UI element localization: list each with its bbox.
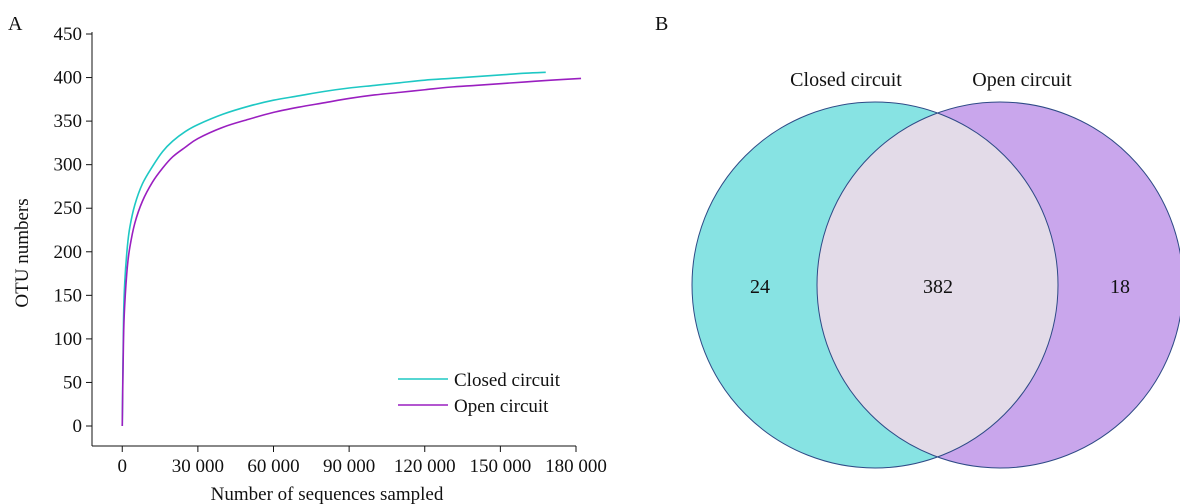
y-tick-label: 200 <box>54 242 83 263</box>
x-tick-label: 60 000 <box>247 456 299 477</box>
x-axis-label: Number of sequences sampled <box>211 484 444 504</box>
x-tick-label: 150 000 <box>470 456 532 477</box>
legend-label-closed-circuit: Closed circuit <box>454 370 561 391</box>
y-tick-label: 150 <box>54 285 83 306</box>
venn-count-closed-only: 24 <box>750 276 770 298</box>
y-tick-label: 250 <box>54 198 83 219</box>
y-tick-label: 100 <box>54 329 83 350</box>
x-tick-label: 30 000 <box>172 456 224 477</box>
y-tick-label: 450 <box>54 24 83 45</box>
venn-set-label-closed-circuit: Closed circuit <box>790 69 902 91</box>
x-tick-label: 120 000 <box>394 456 456 477</box>
y-tick-label: 400 <box>54 68 83 89</box>
y-axis-label: OTU numbers <box>12 198 33 307</box>
series-line-open-circuit <box>121 77 582 427</box>
x-tick-label: 90 000 <box>323 456 375 477</box>
y-tick-label: 300 <box>54 155 83 176</box>
venn-overlap-region <box>817 102 1058 468</box>
venn-count-shared: 382 <box>923 276 953 298</box>
rarefaction-chart: 0 50 100 150 200 250 300 350 400 450 0 30 000 60 00… <box>12 24 607 504</box>
venn-diagram: Closed circuit Open circuit 24 382 18 <box>691 69 1180 469</box>
legend-label-open-circuit: Open circuit <box>454 396 549 417</box>
venn-outline-closed-circuit <box>691 101 1059 469</box>
venn-outline-open-circuit <box>816 101 1180 469</box>
y-tick-label: 0 <box>73 416 83 437</box>
series-line-closed-circuit <box>121 71 546 427</box>
y-tick-label: 350 <box>54 111 83 132</box>
series-lines <box>121 71 582 427</box>
panel-b-label: B <box>655 13 668 35</box>
x-tick-label: 180 000 <box>545 456 607 477</box>
venn-set-label-open-circuit: Open circuit <box>972 69 1072 91</box>
y-ticks: 0 50 100 150 200 250 300 350 400 450 <box>54 24 92 437</box>
x-tick-label: 0 <box>118 456 128 477</box>
legend: Closed circuit Open circuit <box>398 370 561 417</box>
y-tick-label: 50 <box>63 372 82 393</box>
venn-count-open-only: 18 <box>1110 276 1130 298</box>
x-ticks: 0 30 000 60 000 90 000 120 000 150 000 180 000 <box>118 446 607 477</box>
panel-a-label: A <box>8 13 23 35</box>
